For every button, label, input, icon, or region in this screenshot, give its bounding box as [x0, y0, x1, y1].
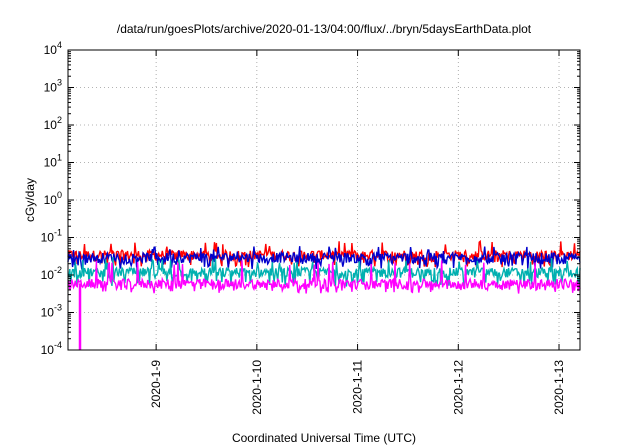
y-tick-base: 10 [41, 343, 55, 357]
y-tick-label: 102 [44, 115, 62, 132]
y-tick-label: 10-3 [41, 303, 62, 320]
grid-lines [68, 50, 580, 350]
y-tick-exponent: -1 [54, 228, 62, 238]
x-tick-label: 2020-1-10 [250, 360, 264, 415]
y-tick-base: 10 [41, 231, 55, 245]
series-line [67, 260, 581, 294]
y-tick-base: 10 [41, 306, 55, 320]
y-tick-label: 10-4 [41, 340, 62, 357]
y-tick-label: 10-1 [41, 228, 62, 245]
chart-title: /data/run/goesPlots/archive/2020-01-13/0… [117, 22, 532, 36]
y-tick-exponent: -3 [54, 303, 62, 313]
y-tick-exponent: 4 [57, 40, 62, 50]
y-tick-label: 10-2 [41, 265, 62, 282]
x-tick-label: 2020-1-9 [149, 360, 163, 408]
y-tick-exponent: 3 [57, 78, 62, 88]
y-axis-label: cGy/day [23, 178, 37, 222]
y-tick-base: 10 [44, 81, 58, 95]
y-tick-base: 10 [44, 118, 58, 132]
series-line [67, 246, 581, 271]
series-line [67, 257, 581, 289]
x-tick-label: 2020-1-12 [451, 360, 465, 415]
y-tick-exponent: -2 [54, 265, 62, 275]
y-tick-label: 100 [44, 190, 62, 207]
y-tick-exponent: 1 [57, 153, 62, 163]
series-line [67, 239, 581, 269]
y-tick-base: 10 [44, 156, 58, 170]
y-tick-base: 10 [44, 193, 58, 207]
x-tick-label: 2020-1-11 [351, 360, 365, 414]
y-tick-exponent: 0 [57, 190, 62, 200]
y-tick-exponent: 2 [57, 115, 62, 125]
x-axis-label: Coordinated Universal Time (UTC) [232, 431, 416, 445]
series-layer [67, 239, 581, 350]
y-tick-exponent: -4 [54, 340, 62, 350]
y-tick-base: 10 [44, 43, 58, 57]
x-tick-label: 2020-1-13 [552, 360, 566, 415]
y-tick-label: 104 [44, 40, 62, 57]
y-tick-base: 10 [41, 268, 55, 282]
y-tick-label: 103 [44, 78, 62, 95]
x-axis: 2020-1-9 2020-1-10 2020-1-11 2020-1-12 2020-… [149, 50, 566, 415]
y-tick-label: 101 [44, 153, 62, 170]
